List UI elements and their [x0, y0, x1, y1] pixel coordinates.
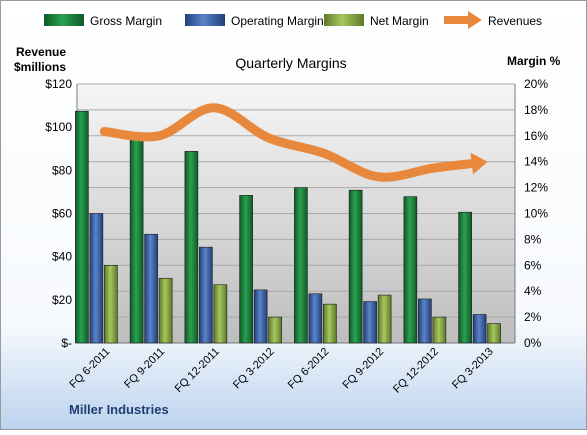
right-tick-label: 20% [524, 77, 548, 91]
bar-operating-margin [90, 214, 103, 344]
right-tick-label: 4% [524, 284, 542, 298]
left-tick-label: $- [61, 336, 72, 350]
bar-net-margin [159, 278, 172, 343]
bar-operating-margin [418, 299, 431, 343]
left-tick-label: $120 [45, 77, 72, 91]
left-tick-label: $20 [52, 293, 72, 307]
bar-net-margin [104, 265, 117, 343]
chart-title: Quarterly Margins [235, 55, 346, 71]
bar-gross-margin [240, 195, 253, 343]
bar-gross-margin [185, 151, 198, 343]
right-tick-label: 18% [524, 103, 548, 117]
right-tick-label: 10% [524, 207, 548, 221]
right-axis-label: Margin % [507, 54, 561, 68]
left-axis-label-line1: Revenue [16, 45, 66, 59]
bar-net-margin [378, 295, 391, 343]
bar-operating-margin [254, 290, 267, 343]
bar-operating-margin [473, 315, 486, 343]
right-tick-label: 14% [524, 155, 548, 169]
bar-operating-margin [145, 234, 158, 343]
legend-swatch-net-margin [324, 14, 364, 26]
bar-net-margin [269, 317, 282, 343]
bar-operating-margin [364, 302, 377, 343]
left-tick-label: $80 [52, 163, 72, 177]
left-axis-label-line2: $millions [14, 60, 66, 74]
bar-gross-margin [75, 111, 88, 343]
bar-gross-margin [294, 188, 307, 343]
bar-operating-margin [199, 247, 212, 343]
bar-gross-margin [404, 197, 417, 343]
legend-label-gross-margin: Gross Margin [90, 14, 162, 28]
bar-net-margin [433, 317, 446, 343]
bar-gross-margin [130, 133, 143, 343]
right-tick-label: 0% [524, 336, 542, 350]
legend-swatch-gross-margin [44, 14, 84, 26]
left-tick-label: $60 [52, 207, 72, 221]
right-tick-label: 2% [524, 310, 542, 324]
bar-net-margin [214, 285, 227, 343]
bar-net-margin [323, 304, 336, 343]
right-tick-label: 12% [524, 181, 548, 195]
bar-net-margin [488, 324, 501, 343]
left-tick-label: $100 [45, 120, 72, 134]
bar-gross-margin [349, 190, 362, 343]
right-tick-label: 8% [524, 232, 542, 246]
right-tick-label: 6% [524, 258, 542, 272]
right-tick-label: 16% [524, 129, 548, 143]
bar-operating-margin [309, 294, 322, 343]
legend-label-revenues: Revenues [488, 14, 542, 28]
legend-label-net-margin: Net Margin [370, 14, 429, 28]
legend-swatch-operating-margin [185, 14, 225, 26]
legend-label-operating-margin: Operating Margin [231, 14, 324, 28]
source-label: Miller Industries [69, 402, 169, 417]
left-tick-label: $40 [52, 250, 72, 264]
bar-gross-margin [459, 212, 472, 343]
